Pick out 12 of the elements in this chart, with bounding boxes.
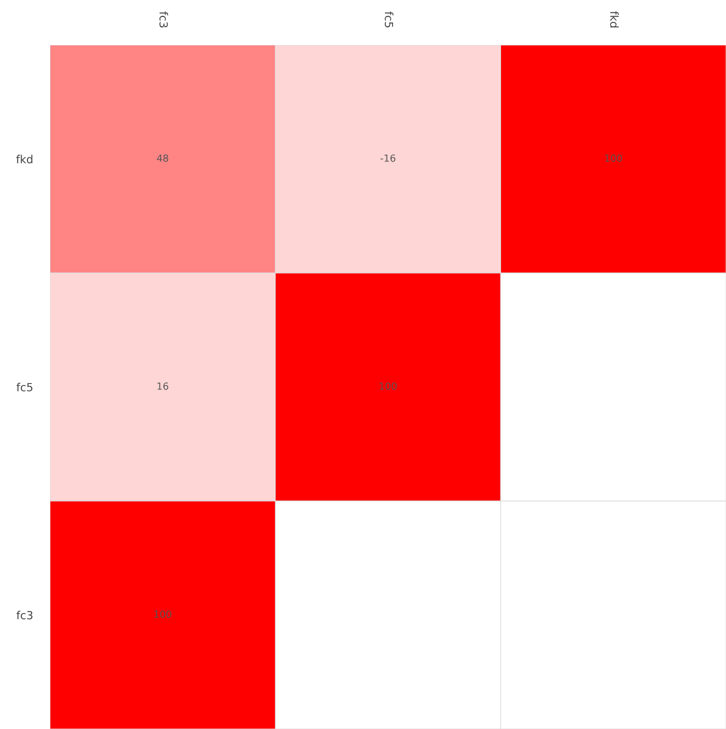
data-label: 48 <box>156 154 168 162</box>
data-label: 100 <box>605 154 622 162</box>
x-tick-label: fkd <box>610 11 619 28</box>
y-tick-label: fc5 <box>16 382 32 392</box>
y-tick-label: fkd <box>16 154 32 164</box>
data-label: 100 <box>380 382 397 390</box>
data-label: 100 <box>154 610 172 618</box>
data-label: -16 <box>380 154 396 162</box>
data-label: 16 <box>158 382 168 390</box>
y-tick-label: fc3 <box>16 610 32 620</box>
x-tick-label: fc3 <box>159 12 168 28</box>
x-tick-label: fc5 <box>384 12 394 28</box>
